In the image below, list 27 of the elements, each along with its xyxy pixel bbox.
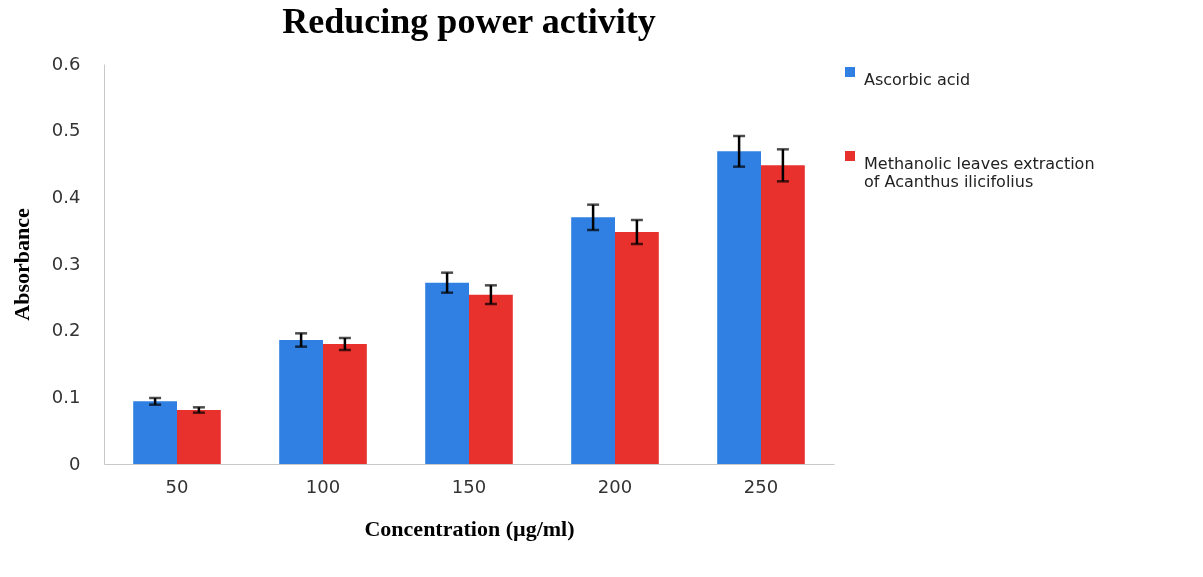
bar <box>615 232 659 464</box>
chart-title: Reducing power activity <box>282 1 656 41</box>
legend-label: Methanolic leaves extraction of Acanthus ilicifolius <box>864 154 1095 191</box>
y-tick-label: 0.1 <box>51 385 81 407</box>
x-tick-label: 50 <box>165 475 189 497</box>
y-tick-label: 0.6 <box>51 52 81 74</box>
bar <box>323 344 367 464</box>
x-tick-label: 200 <box>597 475 633 497</box>
y-tick-label: 0.2 <box>51 319 81 341</box>
y-tick-label: 0.5 <box>51 119 81 141</box>
x-tick-label: 250 <box>743 475 779 497</box>
bar <box>761 165 805 464</box>
x-tick-label: 150 <box>451 475 487 497</box>
bar <box>425 282 469 464</box>
x-axis-title: Concentration (µg/ml) <box>364 515 575 541</box>
bar <box>571 217 615 464</box>
legend-label: Ascorbic acid <box>864 70 971 89</box>
bar <box>133 401 177 464</box>
y-axis-title: Absorbance <box>8 208 34 321</box>
y-tick-label: 0 <box>69 452 81 474</box>
y-tick-label: 0.3 <box>51 252 81 274</box>
bar <box>279 340 323 464</box>
bar <box>469 294 513 464</box>
y-tick-label: 0.4 <box>51 185 81 207</box>
bar <box>177 410 221 464</box>
x-tick-label: 100 <box>305 475 341 497</box>
bar <box>717 151 761 464</box>
